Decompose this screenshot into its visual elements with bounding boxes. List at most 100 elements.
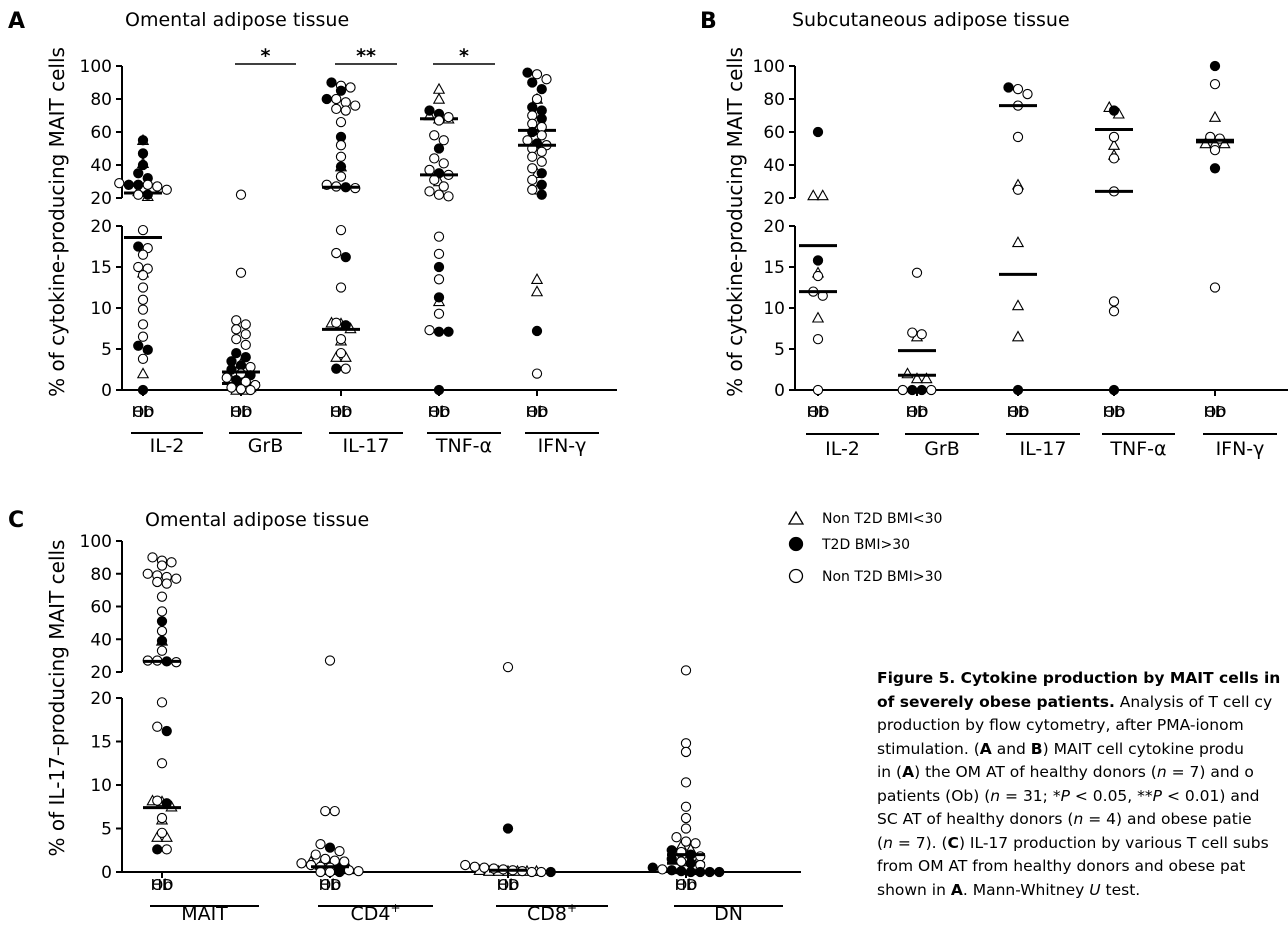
y-tick-label: 40 <box>763 156 785 176</box>
open-circle-marker <box>235 189 247 200</box>
open-circle-marker <box>133 189 144 200</box>
filled-circle-marker <box>1108 384 1120 396</box>
caption-line: shown in A. Mann-Whitney U test. <box>877 880 1141 899</box>
open-circle-marker <box>235 384 247 395</box>
filled-circle-marker <box>812 255 824 266</box>
x-tick-label: HD <box>1204 403 1227 421</box>
open-circle-marker <box>335 151 347 162</box>
filled-circle-marker <box>1108 105 1120 116</box>
open-circle-marker <box>433 115 445 126</box>
y-axis-title: % of cytokine-producing MAIT cells <box>45 47 69 397</box>
x-tick-label: Ob <box>675 876 696 894</box>
x-tick-label: Ob <box>151 876 172 894</box>
open-circle-marker <box>812 384 824 396</box>
group-label: GrB <box>248 435 284 457</box>
filled-circle-marker <box>424 105 435 116</box>
filled-circle-marker <box>231 375 242 386</box>
open-circle-marker <box>156 697 168 708</box>
filled-circle-marker <box>152 844 163 855</box>
filled-circle-marker <box>685 858 696 869</box>
panel-C: C Omental adipose tissue % of IL-17–produc… <box>8 508 801 925</box>
x-tick-label: Ob <box>132 403 153 421</box>
caption-line: patients (Ob) (n = 31; *P < 0.05, **P < … <box>877 786 1260 805</box>
open-circle-marker <box>502 661 514 673</box>
legend: Non T2D BMI<30 T2D BMI>30 Non T2D BMI>30 <box>787 510 942 585</box>
open-circle-marker <box>335 282 347 293</box>
open-circle-marker <box>331 103 342 115</box>
open-circle-marker <box>429 153 440 164</box>
group-label: DN <box>714 903 743 925</box>
x-tick-label: Ob <box>428 403 449 421</box>
open-circle-marker <box>137 294 149 305</box>
filled-circle-marker <box>335 85 347 96</box>
open-circle-marker <box>331 93 342 105</box>
caption-line: in (A) the OM AT of healthy donors (n = … <box>877 763 1254 781</box>
y-tick-label: 10 <box>90 776 112 796</box>
filled-circle-marker <box>443 326 454 337</box>
x-tick-label: HD <box>330 403 353 421</box>
open-circle-marker <box>161 844 172 855</box>
filled-circle-marker <box>647 862 658 873</box>
y-tick-label: 0 <box>101 863 112 883</box>
filled-circle-marker <box>536 189 547 200</box>
y-tick-label: 60 <box>90 123 112 143</box>
filled-circle-marker <box>812 126 824 138</box>
open-circle-marker <box>680 812 692 824</box>
open-circle-marker <box>531 93 543 105</box>
filled-circle-marker <box>676 865 687 877</box>
triangle-marker <box>530 272 544 285</box>
legend-triangle-marker <box>787 510 805 525</box>
panel-letter: C <box>8 508 24 533</box>
open-circle-marker <box>680 738 692 749</box>
caption-line: production by flow cytometry, after PMA-… <box>877 716 1244 734</box>
filled-circle-marker <box>433 384 445 396</box>
open-circle-marker <box>926 384 937 396</box>
open-circle-marker <box>221 372 232 383</box>
open-circle-marker <box>345 82 356 93</box>
group-label: GrB <box>924 438 960 460</box>
figure-panels: A Omental adipose tissue % of cytokine-pro… <box>8 9 1288 925</box>
open-circle-marker <box>133 261 144 273</box>
open-circle-marker <box>1209 282 1221 293</box>
triangle-marker <box>920 372 933 384</box>
group-label: IFN-γ <box>538 435 587 457</box>
triangle-marker <box>1208 110 1222 122</box>
filled-circle-marker <box>335 161 347 172</box>
open-circle-marker <box>331 317 342 328</box>
open-circle-marker <box>680 801 692 812</box>
y-axis-title: % of IL-17–producing MAIT cells <box>45 540 69 857</box>
open-circle-marker <box>541 74 552 85</box>
open-circle-marker <box>429 130 440 141</box>
filled-circle-marker <box>433 292 445 303</box>
open-circle-marker <box>1012 184 1024 195</box>
y-tick-label: 5 <box>101 340 112 360</box>
open-circle-marker <box>137 270 149 281</box>
caption-line: stimulation. (A and B) MAIT cell cytokin… <box>877 739 1244 758</box>
filled-circle-marker <box>536 83 547 95</box>
x-tick-label: Ob <box>330 403 351 421</box>
triangle-marker <box>432 82 446 94</box>
y-tick-label: 5 <box>774 340 785 360</box>
panel-title: Subcutaneous adipose tissue <box>792 9 1070 31</box>
open-circle-marker <box>433 231 445 242</box>
y-tick-label: 20 <box>90 689 112 709</box>
group-label: IL-17 <box>1020 438 1067 460</box>
panel-title: Omental adipose tissue <box>125 9 349 31</box>
open-circle-marker <box>433 248 445 260</box>
y-tick-label: 15 <box>90 258 112 278</box>
y-tick-label: 80 <box>90 90 112 110</box>
caption-line: of severely obese patients. Analysis of … <box>877 692 1273 711</box>
triangle-marker <box>432 92 446 104</box>
x-tick-label: Ob <box>497 876 518 894</box>
open-circle-marker <box>315 839 326 850</box>
triangle-marker <box>530 285 544 297</box>
open-circle-marker <box>137 331 149 342</box>
group-label: MAIT <box>181 903 228 925</box>
open-circle-marker <box>137 319 149 330</box>
open-circle-marker <box>142 568 153 579</box>
open-circle-marker <box>671 832 682 843</box>
open-circle-marker <box>137 304 149 315</box>
filled-circle-marker <box>1003 82 1014 93</box>
legend-label: Non T2D BMI<30 <box>822 511 942 527</box>
open-circle-marker <box>350 100 361 111</box>
